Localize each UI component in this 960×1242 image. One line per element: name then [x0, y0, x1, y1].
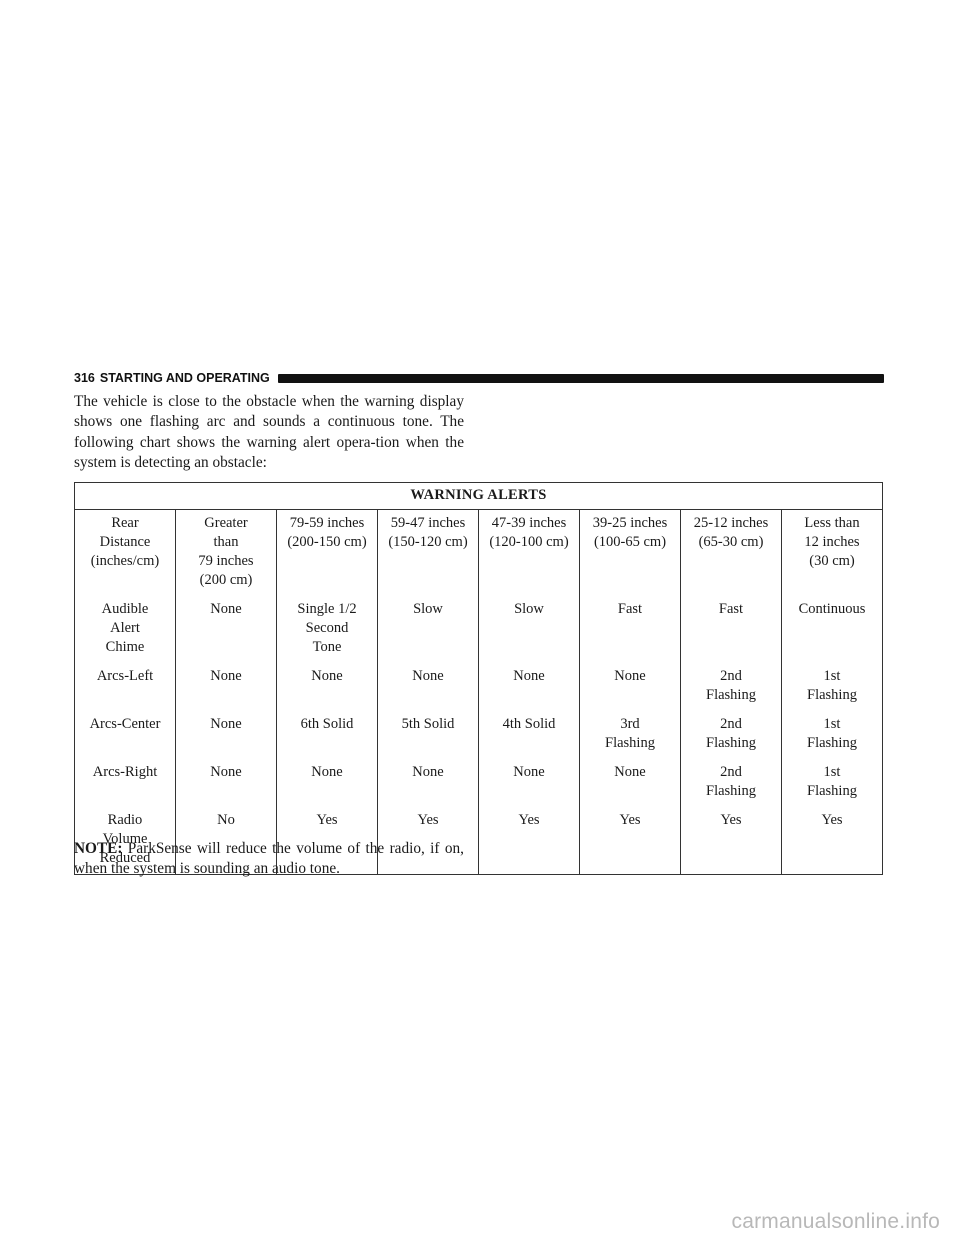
table-cell: Yes [478, 807, 580, 875]
table-cell: 2nd Flashing [680, 759, 782, 807]
table-cell: Slow [478, 596, 580, 663]
row-header-cell: Arcs-Right [74, 759, 176, 807]
table-cell: No [175, 807, 277, 875]
row-header-cell: Radio Volume Reduced [74, 807, 176, 875]
header-rule [277, 373, 884, 383]
table-cell: Continuous [781, 596, 883, 663]
table-cell: None [276, 663, 378, 711]
table-cell: Yes [377, 807, 479, 875]
table-cell: None [579, 759, 681, 807]
table-cell: Yes [680, 807, 782, 875]
row-header-cell: Arcs-Center [74, 711, 176, 759]
table-cell: 1st Flashing [781, 759, 883, 807]
table-cell: 5th Solid [377, 711, 479, 759]
table-cell: Yes [579, 807, 681, 875]
table-cell: 1st Flashing [781, 663, 883, 711]
table-cell: None [377, 759, 479, 807]
table-cell: None [175, 596, 277, 663]
table-cell: 25-12 inches (65-30 cm) [680, 509, 782, 596]
row-header-cell: Audible Alert Chime [74, 596, 176, 663]
table-cell: 47-39 inches (120-100 cm) [478, 509, 580, 596]
table-row: Audible Alert Chime None Single 1/2 Second… [74, 596, 883, 663]
table-cell: Greater than 79 inches (200 cm) [175, 509, 277, 596]
table-cell: 2nd Flashing [680, 663, 782, 711]
warning-alerts-table: WARNING ALERTS Rear Distance (inches/cm)… [74, 482, 883, 875]
table-row: Radio Volume Reduced No Yes Yes Yes Yes Yes Yes [74, 807, 883, 875]
table-row: Rear Distance (inches/cm) Greater than 79… [74, 509, 883, 596]
table-cell: 1st Flashing [781, 711, 883, 759]
table-cell: Single 1/2 Second Tone [276, 596, 378, 663]
page-number: 316 [74, 371, 95, 385]
table-cell: Fast [579, 596, 681, 663]
section-title: STARTING AND OPERATING [99, 371, 270, 385]
table-cell: None [579, 663, 681, 711]
row-header-cell: Rear Distance (inches/cm) [74, 509, 176, 596]
intro-paragraph: The vehicle is close to the obstacle whe… [74, 393, 464, 472]
table-cell: 2nd Flashing [680, 711, 782, 759]
table-cell: None [478, 663, 580, 711]
table-cell: None [276, 759, 378, 807]
table-cell: None [377, 663, 479, 711]
table-cell: None [175, 759, 277, 807]
table-body: Rear Distance (inches/cm) Greater than 79… [74, 509, 883, 875]
table-cell: Slow [377, 596, 479, 663]
table-cell: Less than 12 inches (30 cm) [781, 509, 883, 596]
table-cell: 59-47 inches (150-120 cm) [377, 509, 479, 596]
row-header-cell: Arcs-Left [74, 663, 176, 711]
table-cell: 6th Solid [276, 711, 378, 759]
table-cell: Fast [680, 596, 782, 663]
page-header: 316 STARTING AND OPERATING [74, 370, 884, 386]
note-text: ParkSense will reduce the volume of the … [74, 840, 464, 878]
table-cell: None [175, 663, 277, 711]
table-row: Arcs-Right None None None None None 2nd Flashi… [74, 759, 883, 807]
table-cell: 39-25 inches (100-65 cm) [579, 509, 681, 596]
table-cell: 79-59 inches (200-150 cm) [276, 509, 378, 596]
table-cell: 4th Solid [478, 711, 580, 759]
watermark-text: carmanualsonline.info [731, 1210, 940, 1233]
table-cell: 3rd Flashing [579, 711, 681, 759]
table-cell: None [175, 711, 277, 759]
table-row: Arcs-Center None 6th Solid 5th Solid 4th Sol… [74, 711, 883, 759]
table-title: WARNING ALERTS [74, 482, 883, 510]
table-row: Arcs-Left None None None None None 2nd Flashin… [74, 663, 883, 711]
table-cell: None [478, 759, 580, 807]
table-cell: Yes [276, 807, 378, 875]
note-paragraph: NOTE: ParkSense will reduce the volume o… [74, 839, 464, 880]
table-cell: Yes [781, 807, 883, 875]
note-label: NOTE: [74, 840, 123, 857]
